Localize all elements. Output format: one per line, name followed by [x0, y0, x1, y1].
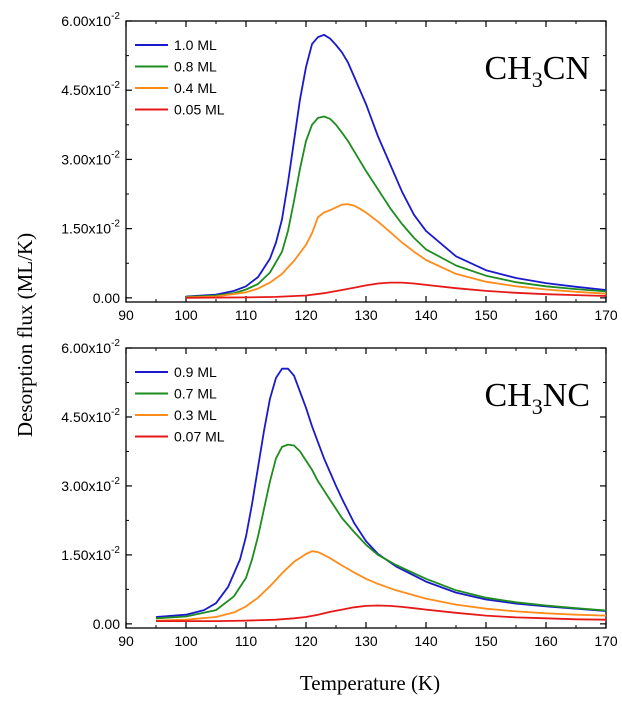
series-line-0.9-ML [155, 367, 607, 618]
x-tick-label: 120 [294, 307, 318, 323]
panels: 90 100 110 120 130 140 150 160 170 0.00 1.50x10-2 3… [61, 11, 618, 649]
x-tick-label: 110 [235, 307, 258, 323]
x-tick-label: 170 [594, 633, 618, 649]
series-line-0.05-ML [185, 281, 607, 299]
y-tick-label: 3.00x10-2 [61, 149, 120, 167]
x-tick-label: 90 [118, 307, 134, 323]
x-tick-label: 160 [534, 307, 558, 323]
y-tick-label: 3.00x10-2 [61, 476, 120, 494]
series-line-0.7-ML [155, 443, 607, 620]
legend-label: 0.07 ML [174, 429, 225, 445]
y-tick-label: 0.00 [93, 290, 120, 306]
legend-label: 1.0 ML [174, 37, 217, 53]
series-line-0.07-ML [156, 604, 607, 622]
x-tick-label: 100 [174, 307, 198, 323]
y-tick-label: 6.00x10-2 [61, 338, 120, 356]
x-tick-label: 90 [118, 633, 134, 649]
x-tick-label: 160 [534, 633, 558, 649]
y-tick-label: 1.50x10-2 [61, 219, 120, 237]
y-tick-label: 1.50x10-2 [61, 545, 120, 563]
y-tick-label: 4.50x10-2 [61, 80, 120, 98]
y-axis-title: Desorption flux (ML/K) [13, 233, 37, 437]
x-tick-label: 140 [414, 307, 438, 323]
legend-label: 0.9 ML [174, 364, 217, 380]
x-tick-label: 130 [354, 633, 378, 649]
series-line-0.4-ML [185, 203, 607, 299]
x-tick-label: 130 [354, 307, 378, 323]
panel-molecule-label: CH3NC [485, 377, 590, 419]
x-axis-title: Temperature (K) [300, 671, 440, 695]
legend-label: 0.4 ML [174, 80, 217, 96]
panel-molecule-label: CH3CN [485, 50, 590, 92]
panel-1: 90 100 110 120 130 140 150 160 170 0.00 1.50x10-2 3… [61, 11, 618, 323]
legend-label: 0.3 ML [174, 407, 217, 423]
x-tick-label: 120 [294, 633, 318, 649]
series-line-0.3-ML [155, 550, 607, 622]
panel-2: 90 100 110 120 130 140 150 160 170 0.00 1.50x10-2 3… [61, 338, 618, 649]
x-tick-label: 150 [474, 633, 498, 649]
legend-label: 0.8 ML [174, 59, 217, 75]
series-line-0.8-ML [185, 115, 607, 298]
x-tick-label: 110 [235, 633, 258, 649]
legend-label: 0.05 ML [174, 102, 225, 118]
y-tick-label: 0.00 [93, 616, 120, 632]
y-tick-label: 4.50x10-2 [61, 407, 120, 425]
x-tick-label: 150 [474, 307, 498, 323]
x-tick-label: 170 [594, 307, 618, 323]
y-tick-label: 6.00x10-2 [61, 11, 120, 29]
legend-label: 0.7 ML [174, 386, 217, 402]
x-tick-label: 100 [174, 633, 198, 649]
series-line-1.0-ML [185, 33, 607, 298]
x-tick-label: 140 [414, 633, 438, 649]
